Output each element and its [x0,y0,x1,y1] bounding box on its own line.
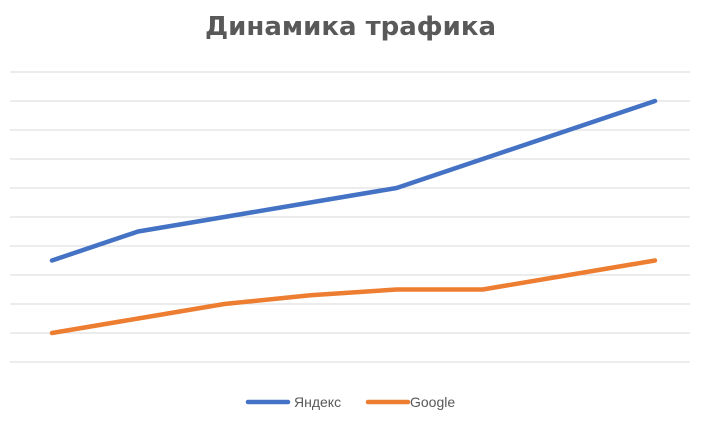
chart-title: Динамика трафика [204,12,497,42]
legend: Яндекс Google [245,394,455,410]
legend-label-google: Google [410,394,455,410]
series-lines [49,98,658,336]
gridlines [10,71,690,363]
legend-label-yandex: Яндекс [294,394,341,410]
series-line-google [49,258,658,336]
series-line-yandex [49,98,658,263]
